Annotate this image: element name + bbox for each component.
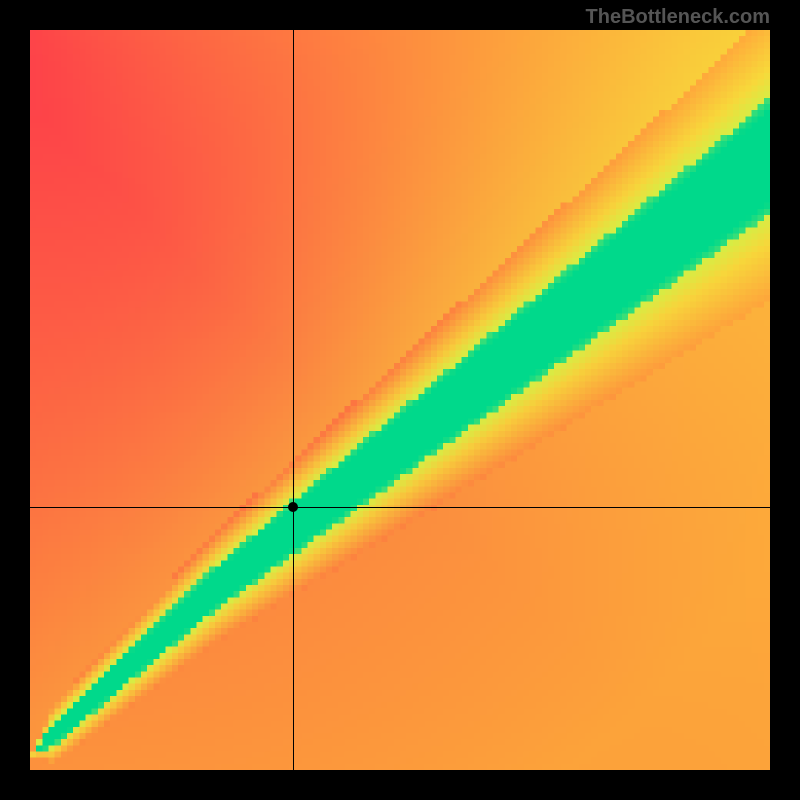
- heatmap-canvas: [30, 30, 770, 770]
- marker-dot: [288, 502, 298, 512]
- heatmap-plot: [30, 30, 770, 770]
- crosshair-vertical: [293, 30, 294, 770]
- crosshair-horizontal: [30, 507, 770, 508]
- watermark-text: TheBottleneck.com: [586, 6, 770, 29]
